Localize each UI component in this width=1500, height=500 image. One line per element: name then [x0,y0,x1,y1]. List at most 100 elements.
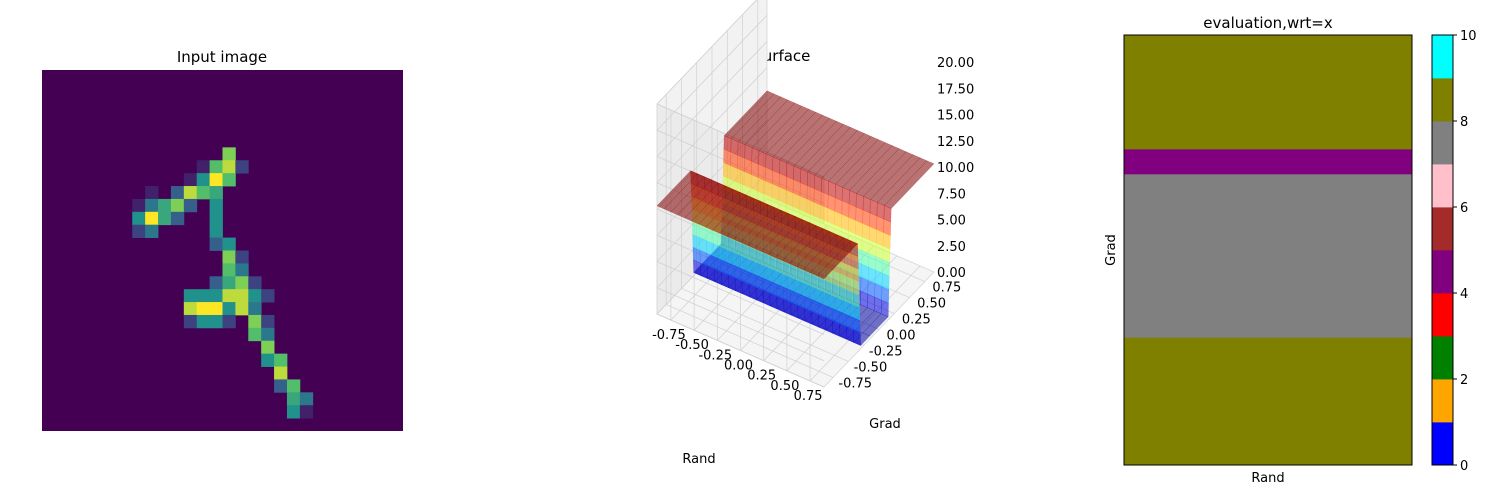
y-tick-label: 0.75 [932,281,961,296]
y-tick-label: -0.25 [869,345,903,360]
digit-pixel [209,173,223,187]
gridline [656,41,768,157]
digit-pixel [286,392,301,406]
evaluation-heatmap [1124,35,1412,466]
digit-pixel [132,211,146,226]
colorbar-segment [1432,336,1453,380]
colorbar-segment [1432,250,1453,294]
surface-facet [881,272,890,291]
colorbar-tick-label: 6 [1460,201,1468,216]
digit-pixel [209,160,223,174]
surface-facet [851,265,860,283]
evaluation-title: evaluation,wrt=x [1203,14,1333,32]
digit-pixel [274,353,288,367]
z-tick-label: 12.50 [937,135,974,150]
surface-facet [880,299,889,318]
digit-pixel [196,160,210,174]
digit-pixel [235,289,249,303]
colorbar-ticks: 0 2 4 6 8 10 [1453,29,1477,474]
z-tick-label: 10.00 [937,161,974,176]
colorbar-tick-label: 8 [1460,115,1468,130]
input-image-title: Input image [177,48,267,66]
z-tick-label: 0.00 [937,266,966,281]
digit-pixel [248,314,262,329]
digit-pixel [209,211,223,226]
gridline [656,0,757,105]
digit-pixel [222,147,236,161]
digit-pixel [274,379,288,393]
digit-pixel [286,379,301,393]
digit-pixel [196,302,210,316]
colorbar-tick-label: 2 [1460,373,1468,388]
digit-pixel [196,289,210,303]
digit-pixel [158,211,172,226]
surface-facet [883,160,935,209]
digit-pixel [222,173,236,187]
y-tick-label: 0.25 [902,313,931,328]
colorbar-segment [1432,164,1453,208]
digit-pixels [132,147,314,419]
surface-facet [881,286,890,304]
x-tick-label: 0.25 [747,369,776,384]
colorbar-segment [1432,207,1453,251]
digit-pixel [222,276,236,290]
axis-ticks: -0.75-0.50-0.250.000.250.500.75-0.75-0.5… [652,56,974,404]
digit-pixel [222,263,236,277]
x-tick-label: -0.50 [675,338,709,353]
surface-facet [816,240,859,280]
input-image-panel: Input image [42,48,403,431]
digit-pixel [248,327,262,342]
digit-pixel [235,276,249,290]
x-tick-label: 0.50 [770,379,799,394]
z-tick-label: 17.50 [937,82,974,97]
digit-pixel [261,314,275,329]
digit-pixel [261,340,275,355]
surface-facet [883,218,892,236]
colorbar-tick-label: 4 [1460,287,1468,302]
digit-pixel [209,314,223,329]
loss-surface-panel: Loss Surface -0.75-0.50-0.250.000.250.50… [652,0,974,467]
x-tick-label: -0.25 [698,348,732,363]
digit-pixel [132,224,146,238]
digit-pixel [274,366,288,380]
x-tick-label: -0.75 [652,328,686,343]
digit-pixel [183,314,198,329]
x-tick-label: 0.00 [724,359,753,374]
evaluation-band [1124,174,1412,339]
digit-pixel [209,198,223,213]
x-tick-label: 0.75 [794,389,823,404]
z-tick-label: 15.00 [937,109,974,124]
evaluation-panel: evaluation,wrt=x Rand Grad 0 2 4 6 8 10 [1104,14,1477,486]
colorbar-segment [1432,78,1453,122]
y-tick-label: 0.50 [917,297,946,312]
colorbar [1431,34,1454,466]
digit-pixel [132,198,146,213]
evaluation-band [1124,35,1412,150]
digit-pixel [261,289,275,303]
surface-facet [882,232,891,250]
digit-pixel [209,224,223,238]
colorbar-frame [1431,34,1454,466]
digit-pixel [183,289,198,303]
gridline [656,67,768,183]
digit-pixel [235,250,249,264]
digit-pixel [248,302,262,316]
digit-pixel [196,173,210,187]
gridline [656,261,825,335]
surface-facet [852,316,861,334]
digit-pixel [222,314,236,329]
y-tick-label: -0.50 [854,360,888,375]
colorbar-tick-label: 0 [1460,459,1468,474]
digit-pixel [286,405,301,419]
digit-pixel [222,302,236,316]
digit-pixel [222,237,236,251]
z-tick-label: 5.00 [937,214,966,229]
gridline [656,287,825,362]
digit-pixel [170,186,185,200]
y-tick-label: 0.00 [887,329,916,344]
surface-facet [851,278,860,295]
digit-pixel [235,302,249,316]
colorbar-segment [1432,379,1453,423]
evaluation-band [1124,337,1412,466]
